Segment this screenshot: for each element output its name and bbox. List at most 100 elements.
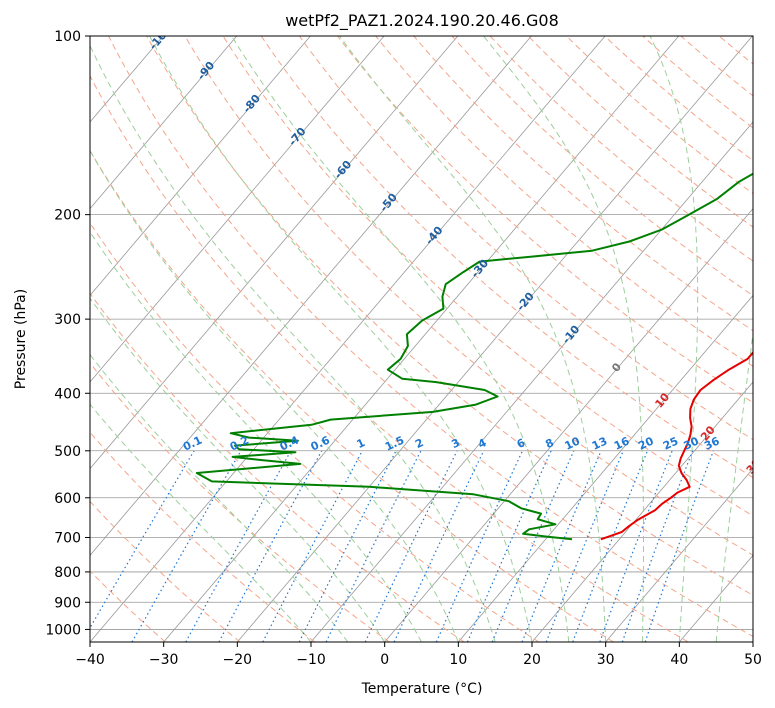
plot-frame bbox=[89, 35, 754, 643]
isotherm bbox=[237, 36, 753, 642]
background-lines bbox=[90, 36, 753, 642]
dry-adiabat bbox=[90, 74, 689, 642]
y-tick-label: 800 bbox=[54, 565, 81, 581]
isotherm bbox=[310, 121, 753, 642]
isotherm bbox=[384, 208, 753, 642]
x-tick-label: 0 bbox=[380, 652, 389, 668]
dry-adiabat bbox=[90, 362, 390, 642]
isotherm bbox=[752, 641, 753, 642]
isotherm bbox=[531, 381, 753, 642]
dry-adiabat bbox=[718, 36, 753, 65]
dry-adiabat bbox=[108, 36, 753, 638]
x-tick-label: −20 bbox=[223, 652, 253, 668]
isotherm bbox=[90, 36, 459, 470]
mixing-ratio-label: 16 bbox=[612, 434, 632, 452]
mixing-ratio-line bbox=[545, 450, 624, 642]
mixing-ratio-line bbox=[644, 450, 714, 642]
mixing-ratio-line bbox=[621, 450, 694, 642]
mixing-ratio-line bbox=[90, 450, 195, 630]
moist-adiabat bbox=[339, 36, 607, 642]
chart-title: wetPf2_PAZ1.2024.190.20.46.G08 bbox=[285, 11, 559, 31]
moist-adiabat bbox=[649, 36, 699, 642]
temperature-line bbox=[600, 350, 753, 541]
mixing-ratio-line bbox=[131, 450, 242, 642]
mixing-ratio-line bbox=[572, 450, 649, 642]
x-tick-label: 40 bbox=[670, 652, 688, 668]
mixing-ratio-line bbox=[364, 450, 458, 642]
isotherm bbox=[90, 36, 385, 383]
y-tick-label: 700 bbox=[54, 531, 81, 547]
dry-adiabat bbox=[90, 292, 465, 642]
dry-adiabat bbox=[298, 36, 753, 441]
y-tick-label: 1000 bbox=[45, 622, 81, 638]
y-tick-label: 500 bbox=[54, 444, 81, 460]
y-axis: 100 200 300 400 500 600 700 800 900 1000 bbox=[45, 29, 90, 638]
mixing-ratio-label: 30 bbox=[682, 434, 702, 452]
isotherm-label: 30 bbox=[744, 456, 764, 476]
dry-adiabat bbox=[146, 36, 753, 596]
dry-adiabat bbox=[222, 36, 753, 517]
mixing-ratio-label: 10 bbox=[563, 434, 583, 452]
mixing-ratio-label: 36 bbox=[702, 434, 722, 452]
isotherm bbox=[90, 36, 311, 296]
labels-layer: 0.1 0.2 0.4 0.6 1 1.5 2 3 4 6 8 10 13 16 20 25 30 36-100-… bbox=[147, 23, 764, 477]
isotherm bbox=[605, 468, 753, 642]
x-tick-label: −30 bbox=[149, 652, 179, 668]
dry-adiabat bbox=[566, 36, 753, 195]
dry-adiabat bbox=[90, 500, 241, 642]
isotherm bbox=[163, 36, 680, 642]
mixing-ratio-label: 4 bbox=[476, 436, 489, 451]
moist-adiabat bbox=[483, 36, 644, 642]
isotherm bbox=[458, 294, 753, 642]
dry-adiabat bbox=[90, 149, 614, 642]
dry-adiabat bbox=[90, 222, 540, 642]
moist-adiabat bbox=[90, 231, 422, 642]
isotherm-label: -100 bbox=[147, 23, 175, 53]
isotherm bbox=[90, 36, 606, 642]
moist-adiabat bbox=[231, 36, 570, 642]
mixing-ratio-line bbox=[185, 450, 292, 642]
y-axis-title: Pressure (hPa) bbox=[13, 289, 29, 389]
mixing-ratio-label: 1 bbox=[355, 436, 367, 451]
y-tick-label: 600 bbox=[54, 491, 81, 507]
isotherm bbox=[90, 36, 532, 556]
dry-adiabat bbox=[604, 36, 753, 162]
x-axis: −40 −30 −20 −10 0 10 20 30 40 50 bbox=[75, 642, 762, 668]
moist-adiabat bbox=[715, 329, 753, 642]
x-axis-title: Temperature (°C) bbox=[361, 681, 483, 697]
y-tick-label: 100 bbox=[54, 29, 81, 45]
mixing-ratio-label: 8 bbox=[543, 436, 555, 451]
mixing-ratio-label: 20 bbox=[636, 434, 656, 452]
mixing-ratio-label: 6 bbox=[515, 436, 528, 451]
dry-adiabat bbox=[413, 36, 753, 332]
y-tick-label: 400 bbox=[54, 386, 81, 402]
dry-adiabat bbox=[451, 36, 753, 297]
x-tick-label: 50 bbox=[744, 652, 762, 668]
mixing-ratio-line bbox=[218, 450, 323, 642]
mixing-ratio-line bbox=[466, 450, 552, 642]
moist-adiabat bbox=[90, 149, 459, 642]
mixing-ratio-label: 25 bbox=[661, 434, 680, 452]
isotherm bbox=[90, 36, 238, 210]
y-tick-label: 900 bbox=[54, 595, 81, 611]
x-tick-label: 30 bbox=[597, 652, 615, 668]
moist-adiabat bbox=[90, 353, 349, 642]
moist-adiabat bbox=[90, 297, 386, 642]
x-tick-label: −40 bbox=[75, 652, 105, 668]
mixing-ratio-line bbox=[435, 450, 524, 642]
isotherm bbox=[679, 554, 753, 642]
dry-adiabat bbox=[680, 36, 753, 97]
x-tick-label: −10 bbox=[296, 652, 326, 668]
mixing-ratio-line bbox=[491, 450, 575, 642]
mixing-ratio-line bbox=[262, 450, 363, 642]
mixing-ratio-label: 2 bbox=[413, 436, 425, 451]
mixing-ratio-label: 13 bbox=[590, 434, 609, 452]
dewpoint-line bbox=[195, 172, 753, 541]
x-tick-label: 20 bbox=[523, 652, 541, 668]
moist-adiabat bbox=[90, 44, 496, 642]
dry-adiabat bbox=[90, 431, 315, 642]
moist-adiabat bbox=[90, 403, 312, 642]
dry-adiabat bbox=[90, 570, 166, 642]
moist-adiabat bbox=[149, 36, 533, 642]
